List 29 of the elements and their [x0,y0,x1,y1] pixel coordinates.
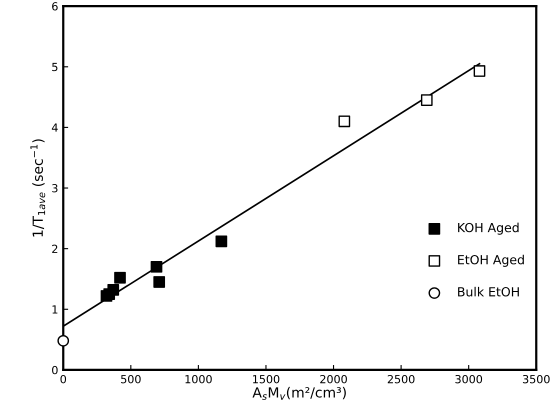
point [150,260,162,273]
legend-label: KOH Aged [458,222,519,235]
y-axis-title: 1/T$_{1ave}$ (sec$^{−1}$) [30,139,46,237]
x-tick-label: 3000 [455,374,482,384]
point [474,65,486,77]
y-tick-label: 5 [52,62,58,72]
y-tick-label: 0 [52,366,58,374]
point [57,334,70,347]
x-tick-label: 500 [121,374,141,384]
x-tick-label: 1000 [185,374,212,384]
point [338,116,350,128]
x-tick-label: 0 [60,374,66,384]
y-tick-label: 6 [52,2,58,11]
y-tick-label: 3 [52,184,58,192]
point [153,276,166,288]
point [107,284,120,296]
y-tick-label: 2 [52,244,58,253]
legend-label: EtOH Aged [458,254,524,267]
x-tick-label: 2500 [388,374,415,384]
x-axis-title: A$_{s}$M$_{v}$(m²/cm³) [252,386,346,400]
y-tick-label: 4 [52,124,58,132]
x-tick-label: 2000 [320,374,347,384]
x-tick-label: 3500 [522,374,550,384]
x-tick-label: 1500 [253,374,280,384]
y-tick-label: 1 [52,305,58,314]
point [216,236,228,248]
point [114,272,126,284]
point [420,94,433,106]
legend-label: Bulk EtOH [458,286,519,297]
